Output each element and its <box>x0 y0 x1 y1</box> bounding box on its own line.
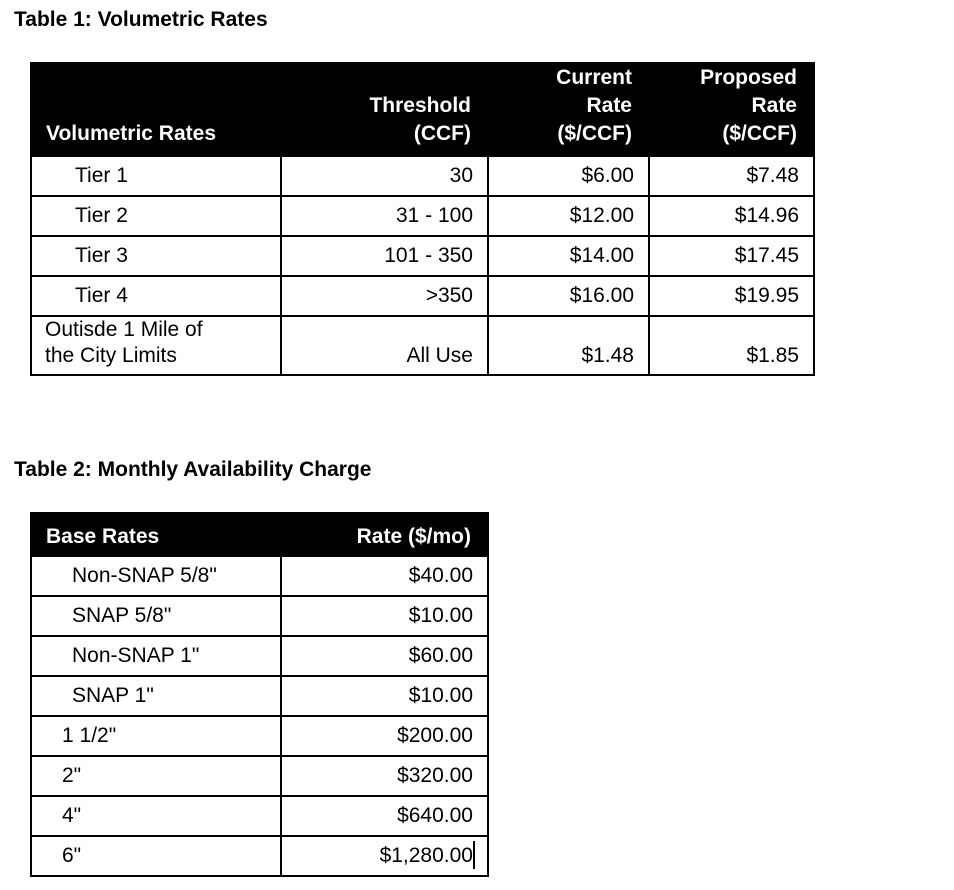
table-row-tier3: Tier 3 101 - 350 $14.00 $17.45 <box>30 235 815 277</box>
proposed-rate-value: $19.95 <box>648 275 815 317</box>
table2-header-rate: Rate ($/mo) <box>280 512 489 557</box>
monthly-rate-value: $10.00 <box>280 675 489 717</box>
table2-header-row: Base Rates Rate ($/mo) <box>30 512 489 557</box>
monthly-rate-value: $40.00 <box>280 555 489 597</box>
current-rate-value: $12.00 <box>487 195 650 237</box>
table2-header-base-rates: Base Rates <box>30 512 282 557</box>
monthly-rate-value: $60.00 <box>280 635 489 677</box>
table-row-4-inch: 4" $640.00 <box>30 795 489 837</box>
monthly-rate-value: $640.00 <box>280 795 489 837</box>
table-row-snap-1: SNAP 1" $10.00 <box>30 675 489 717</box>
table-row-non-snap-1: Non-SNAP 1" $60.00 <box>30 635 489 677</box>
threshold-value: 101 - 350 <box>280 235 489 277</box>
table1-title: Table 1: Volumetric Rates <box>14 8 268 31</box>
monthly-rate-value: $320.00 <box>280 755 489 797</box>
row-label: Tier 3 <box>30 235 282 277</box>
base-rate-label: 6" <box>30 835 282 877</box>
row-label: Tier 2 <box>30 195 282 237</box>
proposed-rate-value: $14.96 <box>648 195 815 237</box>
base-rate-label: Non-SNAP 5/8" <box>30 555 282 597</box>
proposed-rate-value: $7.48 <box>648 155 815 197</box>
row-label: Tier 1 <box>30 155 282 197</box>
text-cursor <box>473 841 475 869</box>
monthly-rate-value: $10.00 <box>280 595 489 637</box>
threshold-value: 31 - 100 <box>280 195 489 237</box>
base-rate-label: Non-SNAP 1" <box>30 635 282 677</box>
table1-header-row: Volumetric Rates Threshold (CCF) Current… <box>30 62 815 157</box>
row-label: Tier 4 <box>30 275 282 317</box>
threshold-value: >350 <box>280 275 489 317</box>
table-row-tier2: Tier 2 31 - 100 $12.00 $14.96 <box>30 195 815 237</box>
base-rate-label: SNAP 5/8" <box>30 595 282 637</box>
table-row-non-snap-58: Non-SNAP 5/8" $40.00 <box>30 555 489 597</box>
table-row-tier4: Tier 4 >350 $16.00 $19.95 <box>30 275 815 317</box>
table1-header-proposed-rate: Proposed Rate ($/CCF) <box>648 62 815 157</box>
table-row-1-5-inch: 1 1/2" $200.00 <box>30 715 489 757</box>
proposed-rate-value: $1.85 <box>648 315 815 376</box>
table2-title: Table 2: Monthly Availability Charge <box>14 458 372 481</box>
monthly-rate-value: $1,280.00 <box>280 835 489 877</box>
table-row-2-inch: 2" $320.00 <box>30 755 489 797</box>
table1-header-volumetric-rates: Volumetric Rates <box>30 62 282 157</box>
row-label: Outisde 1 Mile of the City Limits <box>30 315 282 376</box>
monthly-availability-charge-table: Base Rates Rate ($/mo) Non-SNAP 5/8" $40… <box>30 512 489 877</box>
threshold-value: All Use <box>280 315 489 376</box>
current-rate-value: $6.00 <box>487 155 650 197</box>
base-rate-label: 1 1/2" <box>30 715 282 757</box>
current-rate-value: $14.00 <box>487 235 650 277</box>
base-rate-label: SNAP 1" <box>30 675 282 717</box>
monthly-rate-value: $200.00 <box>280 715 489 757</box>
table-row-outside-city-limits: Outisde 1 Mile of the City Limits All Us… <box>30 315 815 376</box>
current-rate-value: $1.48 <box>487 315 650 376</box>
current-rate-value: $16.00 <box>487 275 650 317</box>
base-rate-label: 4" <box>30 795 282 837</box>
base-rate-label: 2" <box>30 755 282 797</box>
proposed-rate-value: $17.45 <box>648 235 815 277</box>
table-row-6-inch: 6" $1,280.00 <box>30 835 489 877</box>
table-row-tier1: Tier 1 30 $6.00 $7.48 <box>30 155 815 197</box>
volumetric-rates-table: Volumetric Rates Threshold (CCF) Current… <box>30 62 815 376</box>
table1-header-current-rate: Current Rate ($/CCF) <box>487 62 650 157</box>
table1-header-threshold: Threshold (CCF) <box>280 62 489 157</box>
table-row-snap-58: SNAP 5/8" $10.00 <box>30 595 489 637</box>
threshold-value: 30 <box>280 155 489 197</box>
